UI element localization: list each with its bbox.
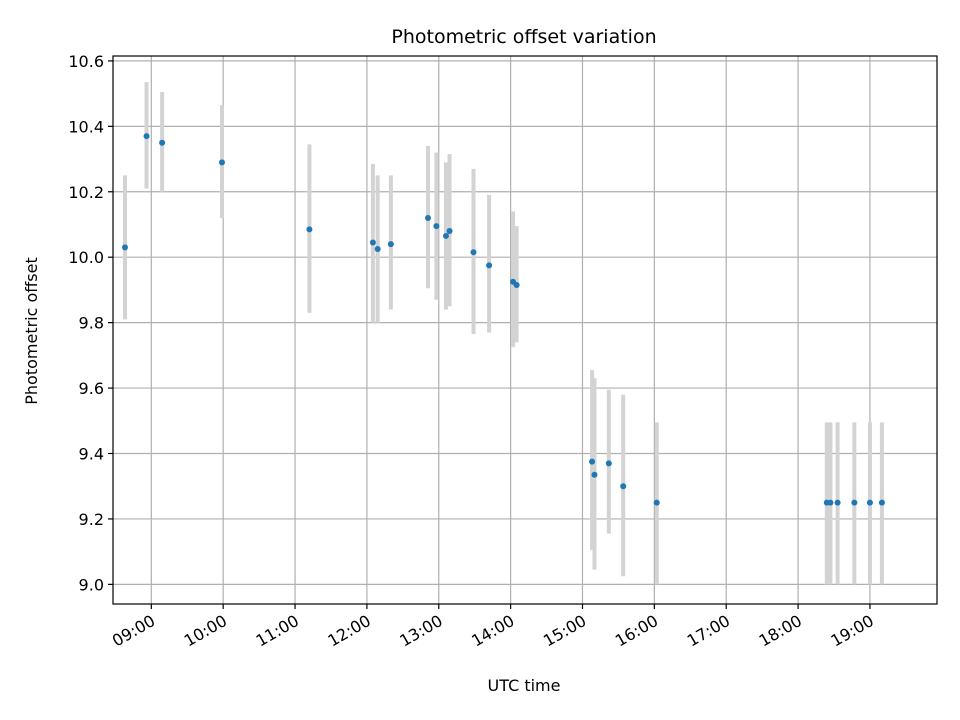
data-point	[446, 228, 453, 235]
y-tick-label: 10.0	[68, 248, 104, 267]
y-axis-ticks: 9.0 9.2 9.4 9.6 9.8 10.0 10.2 10.4 10.6	[68, 52, 113, 594]
chart-title: Photometric offset variation	[391, 26, 656, 48]
data-point	[374, 246, 381, 253]
data-point	[878, 499, 885, 506]
data-point	[306, 226, 313, 233]
y-tick-label: 9.8	[79, 314, 104, 333]
data-point	[486, 262, 493, 269]
data-point	[442, 232, 449, 239]
data-point	[424, 214, 431, 221]
data-point	[159, 139, 166, 146]
data-point	[827, 499, 834, 506]
data-point	[513, 282, 520, 289]
y-tick-label: 10.6	[68, 52, 104, 71]
grid	[113, 56, 937, 604]
data-point	[866, 499, 873, 506]
data-point	[589, 458, 596, 465]
y-tick-label: 9.6	[79, 379, 104, 398]
data-point	[620, 483, 627, 490]
data-point	[470, 249, 477, 256]
data-point	[369, 239, 376, 246]
data-points	[121, 133, 885, 506]
data-point	[653, 499, 660, 506]
data-point	[605, 460, 612, 467]
data-point	[121, 244, 128, 251]
data-point	[834, 499, 841, 506]
y-axis-title: Photometric offset	[22, 257, 41, 405]
data-point	[591, 471, 598, 478]
data-point	[851, 499, 858, 506]
plot-area-frame	[112, 55, 938, 605]
data-point	[387, 241, 394, 248]
y-tick-label: 10.2	[68, 183, 104, 202]
x-axis-title: UTC time	[488, 676, 561, 695]
data-point	[218, 159, 225, 166]
y-tick-label: 9.0	[79, 575, 104, 594]
y-tick-label: 10.4	[68, 117, 104, 136]
y-tick-label: 9.4	[79, 445, 104, 464]
data-point	[433, 223, 440, 230]
data-point	[143, 133, 150, 140]
y-tick-label: 9.2	[79, 510, 104, 529]
